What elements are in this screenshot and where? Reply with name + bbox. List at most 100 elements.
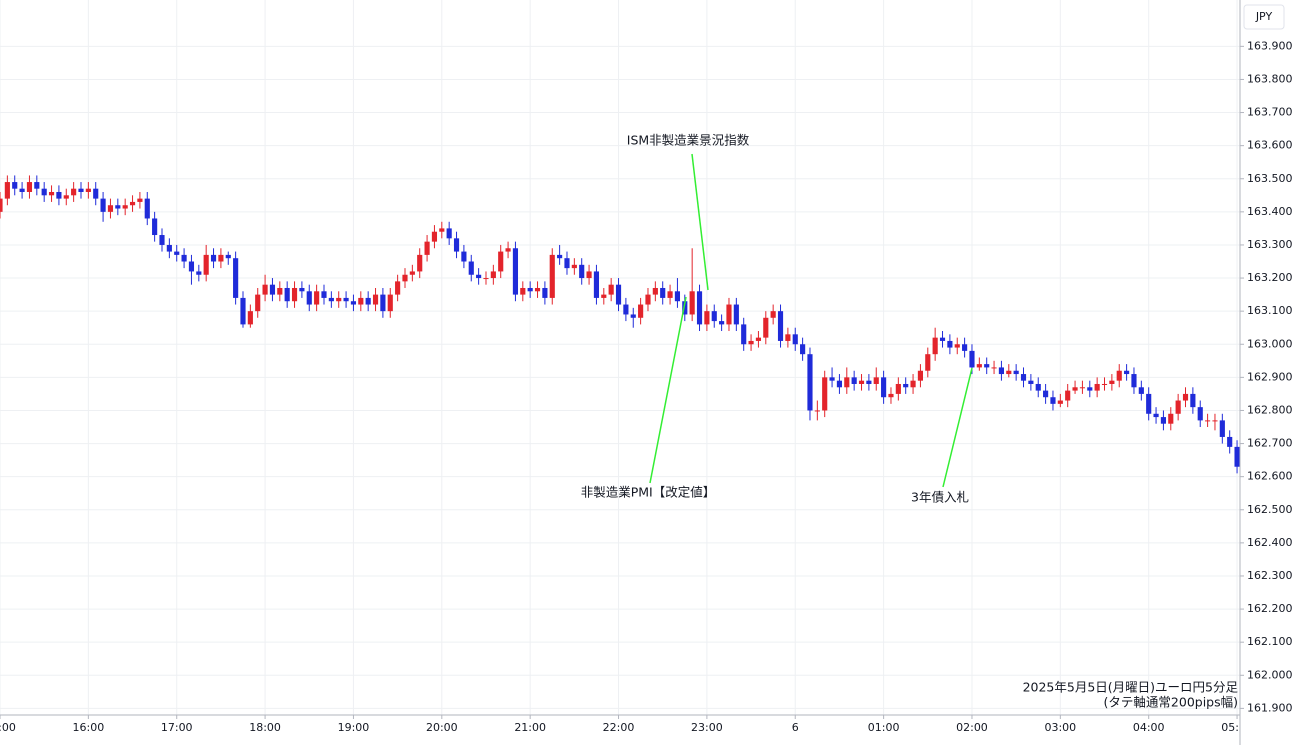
x-tick-label: 17:00 xyxy=(161,721,193,734)
annotation: 3年債入札 xyxy=(911,490,969,505)
x-tick-label: 6 xyxy=(792,721,799,734)
candle-body xyxy=(660,287,666,298)
candle-body xyxy=(196,271,202,275)
candle-body xyxy=(748,340,754,345)
candle-body xyxy=(947,340,953,348)
candle-body xyxy=(800,344,806,355)
candle-body xyxy=(1094,383,1100,391)
candle-body xyxy=(1072,387,1078,391)
candle-body xyxy=(48,191,55,196)
candle-body xyxy=(12,182,18,189)
candle-body xyxy=(741,324,747,345)
candle-body xyxy=(240,297,246,325)
candle-body xyxy=(836,380,843,388)
x-tick-label: 22:00 xyxy=(603,721,635,734)
candle-body xyxy=(431,231,438,242)
candle-body xyxy=(674,291,681,302)
candle-body xyxy=(41,188,47,196)
candle-body xyxy=(615,284,622,305)
x-tick-label: 16:00 xyxy=(73,721,105,734)
candle-body xyxy=(939,337,946,341)
candle-body xyxy=(0,198,3,212)
candle-body xyxy=(1146,393,1152,414)
candle-body xyxy=(490,271,496,279)
candle-body xyxy=(1101,383,1108,385)
candle-body xyxy=(328,297,334,302)
candle-body xyxy=(652,287,658,295)
x-tick-label: 04:00 xyxy=(1133,721,1165,734)
candle-body xyxy=(402,274,408,282)
candle-body xyxy=(1006,370,1012,375)
candle-body xyxy=(1079,387,1085,389)
candles xyxy=(0,175,1240,474)
candle-body xyxy=(527,287,533,292)
candle-body xyxy=(247,311,253,325)
candle-body xyxy=(1160,417,1166,424)
candle-body xyxy=(365,297,371,305)
candle-body xyxy=(991,367,997,369)
candle-body xyxy=(63,195,69,199)
annotation-line xyxy=(649,296,687,484)
x-tick-label: 18:00 xyxy=(249,721,281,734)
candle-body xyxy=(623,304,629,315)
y-tick-label: 162.800 xyxy=(1247,403,1293,416)
candle-body xyxy=(453,238,460,252)
candle-body xyxy=(122,205,128,209)
y-tick-label: 163.400 xyxy=(1247,205,1293,218)
y-tick-label: 162.200 xyxy=(1247,602,1293,615)
candle-body xyxy=(903,383,909,388)
candle-body xyxy=(512,248,519,295)
candle-body xyxy=(998,367,1005,375)
candle-body xyxy=(129,201,136,206)
candle-body xyxy=(439,228,445,232)
candle-body xyxy=(225,254,231,259)
candle-body xyxy=(866,380,872,384)
candle-body xyxy=(844,377,850,388)
candle-body xyxy=(1013,370,1019,375)
candle-body xyxy=(483,278,489,280)
candle-body xyxy=(925,354,931,371)
candle-body xyxy=(822,377,828,411)
candle-body xyxy=(85,188,91,192)
candle-body xyxy=(1124,370,1130,375)
candle-body xyxy=(174,251,180,255)
candle-body xyxy=(586,271,592,279)
candle-body xyxy=(1219,420,1225,437)
y-tick-label: 163.900 xyxy=(1247,39,1293,52)
y-tick-label: 163.300 xyxy=(1247,238,1293,251)
candle-body xyxy=(1175,400,1181,414)
candle-body xyxy=(564,258,570,269)
y-tick-label: 163.800 xyxy=(1247,72,1293,85)
y-tick-label: 162.100 xyxy=(1247,635,1293,648)
candle-body xyxy=(895,383,901,394)
candle-body xyxy=(667,291,673,298)
candle-body xyxy=(851,377,857,384)
candle-body xyxy=(387,294,393,312)
candle-body xyxy=(71,188,77,196)
candle-body xyxy=(446,228,452,239)
candle-body xyxy=(638,304,644,318)
candle-body xyxy=(954,344,960,348)
candle-body xyxy=(763,317,769,338)
candle-body xyxy=(888,393,894,398)
candle-body xyxy=(542,287,548,298)
candle-body xyxy=(711,311,717,322)
candle-body xyxy=(321,291,327,298)
y-tick-label: 162.400 xyxy=(1247,536,1293,549)
candle-body xyxy=(314,291,320,305)
y-tick-label: 162.600 xyxy=(1247,470,1293,483)
y-tick-label: 163.700 xyxy=(1247,106,1293,119)
candle-body xyxy=(579,264,585,279)
y-axis: 161.900 162.000 162.100 162.200 162.300 162.4… xyxy=(1240,39,1293,714)
candle-body xyxy=(1212,420,1218,422)
candle-body xyxy=(218,254,224,262)
candle-body xyxy=(424,241,430,255)
grid xyxy=(0,0,1240,715)
candle-body xyxy=(1035,383,1041,391)
candle-body xyxy=(873,377,879,384)
candle-body xyxy=(1065,390,1071,401)
candle-body xyxy=(358,297,364,305)
candle-body xyxy=(1182,393,1189,401)
candle-body xyxy=(1087,387,1093,391)
